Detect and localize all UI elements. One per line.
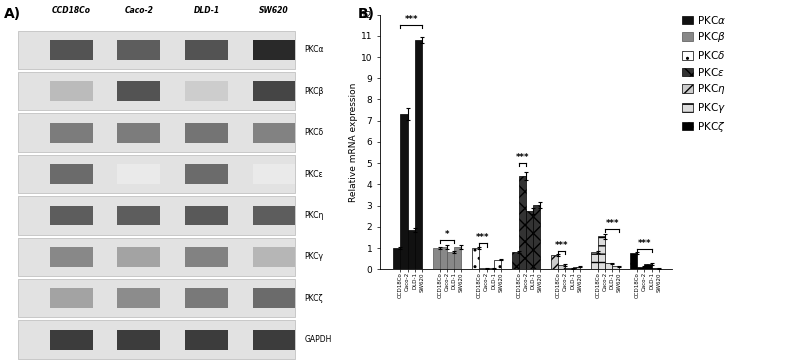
Bar (454, 247, 462, 269)
Bar (185, 206, 228, 225)
Text: SW620: SW620 (259, 5, 289, 15)
Bar (651, 268, 658, 269)
Bar (447, 252, 454, 269)
Bar (18, 31, 295, 69)
Bar (50, 330, 93, 349)
Bar (185, 123, 228, 143)
Bar (551, 255, 558, 269)
Text: ***: *** (638, 239, 651, 248)
Bar (573, 267, 580, 269)
Text: PKCα: PKCα (304, 46, 324, 54)
Text: ***: *** (606, 219, 619, 228)
Bar (598, 237, 605, 269)
Bar (185, 164, 228, 184)
Text: ***: *** (555, 241, 569, 250)
Text: DLD-1: DLD-1 (194, 5, 219, 15)
Bar (118, 40, 160, 60)
Bar (479, 268, 486, 269)
Bar (18, 113, 295, 152)
Text: PKCγ: PKCγ (304, 252, 323, 261)
Bar (185, 40, 228, 60)
Bar (401, 114, 407, 269)
Bar (526, 211, 533, 269)
Bar (50, 164, 93, 184)
Bar (472, 248, 479, 269)
Bar (18, 155, 295, 193)
Bar (118, 81, 160, 101)
Bar (590, 252, 598, 269)
Bar (253, 288, 295, 308)
Bar (630, 253, 638, 269)
Text: PKCβ: PKCβ (304, 87, 324, 96)
Bar (253, 81, 295, 101)
Bar (118, 164, 160, 184)
Text: GAPDH: GAPDH (304, 335, 332, 344)
Text: PKCη: PKCη (304, 211, 324, 220)
Bar (50, 247, 93, 267)
Text: PKCζ: PKCζ (304, 294, 323, 303)
Bar (533, 205, 540, 269)
Bar (253, 40, 295, 60)
Bar (118, 288, 160, 308)
Bar (519, 176, 526, 269)
Bar (414, 40, 422, 269)
Bar (118, 206, 160, 225)
Bar (612, 266, 619, 269)
Bar (512, 252, 519, 269)
Bar (486, 268, 494, 269)
Text: Caco-2: Caco-2 (125, 5, 154, 15)
Bar (253, 123, 295, 143)
Text: A): A) (3, 7, 21, 21)
Bar (185, 330, 228, 349)
Bar (433, 248, 440, 269)
Bar (440, 247, 447, 269)
Text: *: * (445, 230, 450, 239)
Bar (253, 247, 295, 267)
Bar (645, 264, 651, 269)
Bar (558, 265, 566, 269)
Bar (118, 123, 160, 143)
Text: B): B) (358, 7, 375, 21)
Bar (50, 81, 93, 101)
Bar (185, 81, 228, 101)
Bar (18, 279, 295, 317)
Text: ***: *** (476, 233, 490, 242)
Legend: PKC$\alpha$, PKC$\beta$, PKC$\delta$, PKC$\varepsilon$, PKC$\eta$, PKC$\gamma$, : PKC$\alpha$, PKC$\beta$, PKC$\delta$, PK… (682, 12, 727, 135)
Bar (253, 330, 295, 349)
Bar (50, 206, 93, 225)
Bar (118, 247, 160, 267)
Bar (638, 267, 645, 269)
Text: ***: *** (404, 15, 418, 24)
Bar (407, 230, 414, 269)
Text: CCD18Co: CCD18Co (52, 5, 90, 15)
Bar (253, 206, 295, 225)
Bar (18, 196, 295, 235)
Bar (185, 247, 228, 267)
Bar (253, 164, 295, 184)
Bar (50, 40, 93, 60)
Bar (185, 288, 228, 308)
Bar (18, 320, 295, 359)
Bar (566, 268, 573, 269)
Bar (394, 248, 401, 269)
Bar (50, 123, 93, 143)
Bar (50, 288, 93, 308)
Bar (118, 330, 160, 349)
Text: PKCδ: PKCδ (304, 128, 323, 137)
Text: PKCε: PKCε (304, 170, 323, 178)
Bar (18, 238, 295, 276)
Bar (18, 72, 295, 110)
Y-axis label: Relative mRNA expression: Relative mRNA expression (349, 82, 358, 202)
Bar (605, 264, 612, 269)
Bar (494, 260, 501, 269)
Text: ***: *** (516, 153, 529, 162)
